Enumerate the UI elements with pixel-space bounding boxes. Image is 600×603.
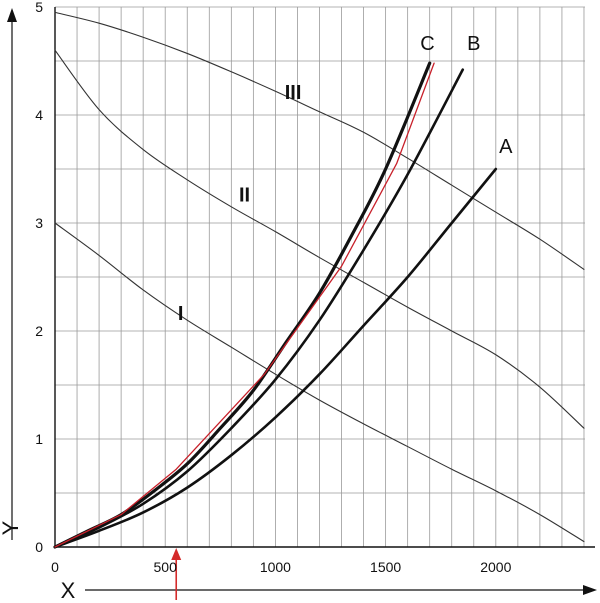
curve-label-b: B xyxy=(467,33,480,55)
x-tick-label: 500 xyxy=(154,559,178,575)
y-axis-label: Y xyxy=(0,520,23,535)
x-tick-label: 2000 xyxy=(480,559,511,575)
x-arrow-head xyxy=(583,585,597,595)
curve-label-a: A xyxy=(499,136,513,158)
grid xyxy=(55,6,585,547)
axes: YX xyxy=(0,7,597,603)
x-axis-label: X xyxy=(61,578,76,603)
y-tick-label: 1 xyxy=(35,431,43,447)
series-line-i xyxy=(54,222,585,543)
series-line-ii xyxy=(54,49,585,429)
curve-label-i: I xyxy=(178,303,184,325)
tick-labels: 0 500 1000 1500 2000 0 1 2 3 4 5 xyxy=(35,0,511,575)
x-tick-label: 1000 xyxy=(260,559,291,575)
curve-label-c: C xyxy=(420,33,434,55)
x-tick-label: 1500 xyxy=(370,559,401,575)
y-tick-label: 3 xyxy=(35,215,43,231)
y-arrow-head xyxy=(7,8,17,22)
curve-label-ii: II xyxy=(239,184,250,206)
curve-label-iii: III xyxy=(285,82,302,104)
series-group xyxy=(53,11,585,549)
y-tick-label: 4 xyxy=(35,107,43,123)
series-line-c-red xyxy=(54,62,435,548)
series-line-a xyxy=(53,167,498,549)
series-line-iii xyxy=(54,11,585,270)
series-line-b xyxy=(53,68,465,549)
marker-arrow-head xyxy=(171,548,182,560)
x-tick-label: 0 xyxy=(51,559,59,575)
y-tick-label: 0 xyxy=(35,539,43,555)
y-tick-label: 2 xyxy=(35,323,43,339)
y-tick-label: 5 xyxy=(35,0,43,15)
